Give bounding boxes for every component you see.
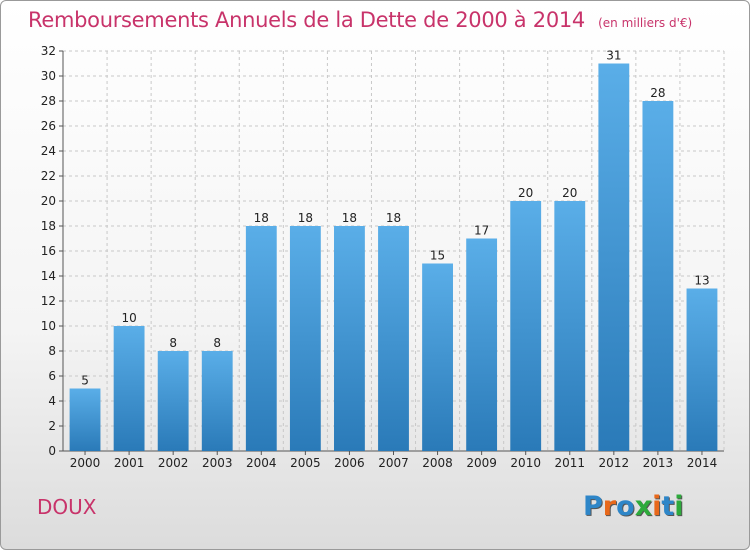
bar xyxy=(686,288,718,451)
y-tick-label: 18 xyxy=(41,219,56,233)
y-tick-label: 16 xyxy=(41,244,56,258)
x-tick-label: 2010 xyxy=(510,456,541,470)
x-tick-label: 2003 xyxy=(202,456,233,470)
x-tick-label: 2014 xyxy=(687,456,718,470)
y-tick-label: 32 xyxy=(41,44,56,58)
value-labels: 5 10 8 8 18 18 18 18 15 17 20 20 31 28 13 xyxy=(81,49,709,388)
data-label: 15 xyxy=(430,249,445,263)
y-tick-label: 10 xyxy=(41,319,56,333)
logo-letter: r xyxy=(602,491,617,522)
bar xyxy=(201,351,233,451)
x-tick-label: 2011 xyxy=(554,456,585,470)
data-label: 18 xyxy=(254,211,269,225)
data-label: 20 xyxy=(518,186,533,200)
data-label: 10 xyxy=(121,311,136,325)
x-tick-label: 2008 xyxy=(422,456,453,470)
y-tick-label: 2 xyxy=(48,419,56,433)
logo-letter: P xyxy=(583,491,603,522)
data-label: 28 xyxy=(650,86,665,100)
y-tick-label: 6 xyxy=(48,369,56,383)
y-tick-label: 20 xyxy=(41,194,56,208)
x-tick-label: 2006 xyxy=(334,456,365,470)
y-tick-label: 24 xyxy=(41,144,56,158)
y-tick-label: 14 xyxy=(41,269,56,283)
commune-name: DOUX xyxy=(37,495,97,519)
logo-letter: x xyxy=(634,491,653,522)
bar xyxy=(157,351,189,451)
y-tick-label: 28 xyxy=(41,94,56,108)
y-tick-label: 26 xyxy=(41,119,56,133)
proxiti-logo[interactable]: Proxiti xyxy=(583,491,684,522)
data-label: 17 xyxy=(474,224,489,238)
y-tick-label: 30 xyxy=(41,69,56,83)
y-tick-label: 4 xyxy=(48,394,56,408)
y-tick-label: 8 xyxy=(48,344,56,358)
data-label: 8 xyxy=(213,336,221,350)
bar xyxy=(245,226,277,451)
data-label: 8 xyxy=(169,336,177,350)
chart-title-main: Remboursements Annuels de la Dette de 20… xyxy=(28,8,585,32)
logo-letter: i xyxy=(674,491,684,522)
x-tick-label: 2002 xyxy=(158,456,189,470)
bar xyxy=(378,226,409,451)
bar xyxy=(466,238,498,451)
bar xyxy=(69,388,101,451)
bar xyxy=(598,63,630,451)
bar xyxy=(510,201,542,451)
x-tick-label: 2009 xyxy=(466,456,497,470)
logo-letter: i xyxy=(652,491,662,522)
bar xyxy=(554,201,586,451)
bar xyxy=(334,226,365,451)
bar xyxy=(642,101,674,451)
bars xyxy=(69,63,718,451)
bar xyxy=(422,263,453,451)
bar xyxy=(289,226,321,451)
x-tick-label: 2000 xyxy=(70,456,101,470)
data-label: 18 xyxy=(386,211,401,225)
data-label: 31 xyxy=(606,49,621,63)
x-tick-label: 2007 xyxy=(378,456,409,470)
data-label: 20 xyxy=(562,186,577,200)
y-tick-label: 12 xyxy=(41,294,56,308)
logo-letter: o xyxy=(616,491,635,522)
x-tick-label: 2004 xyxy=(246,456,277,470)
chart-title: Remboursements Annuels de la Dette de 20… xyxy=(28,8,692,32)
x-tick-label: 2001 xyxy=(114,456,145,470)
x-tick-label: 2005 xyxy=(290,456,321,470)
data-label: 18 xyxy=(342,211,357,225)
logo-letter: t xyxy=(661,491,675,522)
data-label: 13 xyxy=(694,274,709,288)
data-label: 18 xyxy=(298,211,313,225)
x-tick-label: 2013 xyxy=(643,456,674,470)
x-tick-label: 2012 xyxy=(599,456,630,470)
chart-subtitle: (en milliers d'€) xyxy=(598,16,693,30)
y-tick-label: 22 xyxy=(41,169,56,183)
bar xyxy=(113,326,145,451)
y-tick-label: 0 xyxy=(48,444,56,458)
data-label: 5 xyxy=(81,374,89,388)
